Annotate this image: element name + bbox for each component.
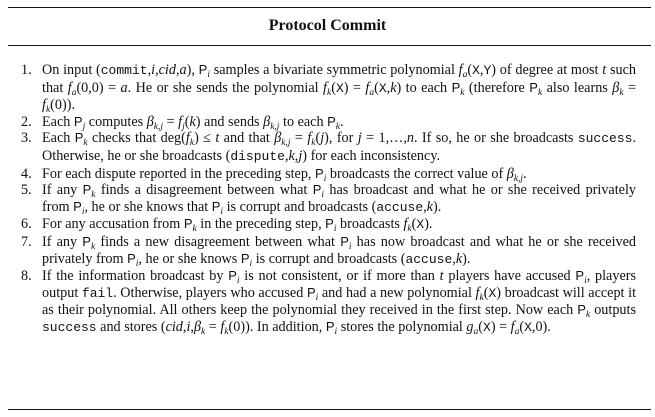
step-text: If any Pk finds a disagreement between w… <box>42 182 636 217</box>
step-number: 5. <box>21 182 32 199</box>
step-5: 5. If any Pk finds a disagreement betwee… <box>21 182 636 217</box>
step-1: 1. On input (commit,i,cid,a), Pi samples… <box>21 62 637 116</box>
protocol-title: Protocol Commit <box>268 17 387 34</box>
protocol-steps: 1. On input (commit,i,cid,a), Pi samples… <box>21 62 637 337</box>
step-7: 7. If any Pk finds a new disagreement be… <box>21 233 636 269</box>
step-number: 1. <box>21 62 32 78</box>
step-4: 4. For each dispute reported in the prec… <box>21 165 636 184</box>
step-number: 8. <box>21 268 32 285</box>
step-text: On input (commit,i,cid,a), Pi samples a … <box>42 62 637 116</box>
title-rule <box>8 45 651 46</box>
step-3: 3. Each Pk checks that deg(fk) ≤ t and t… <box>21 130 636 165</box>
step-6: 6. For any accusation from Pk in the pre… <box>21 216 636 235</box>
top-rule <box>8 7 651 8</box>
step-text: If the information broadcast by Pi is no… <box>42 268 637 337</box>
step-2: 2. Each Pj computes βk,j = fj(k) and sen… <box>21 113 636 132</box>
step-number: 6. <box>21 216 32 233</box>
step-text: Each Pk checks that deg(fk) ≤ t and that… <box>42 130 636 164</box>
step-8: 8. If the information broadcast by Pi is… <box>21 268 637 337</box>
step-text: If any Pk finds a new disagreement betwe… <box>42 233 636 269</box>
step-number: 3. <box>21 130 32 147</box>
step-text: For any accusation from Pk in the preced… <box>42 216 433 235</box>
step-number: 4. <box>21 165 32 182</box>
step-number: 7. <box>21 233 32 250</box>
step-text: For each dispute reported in the precedi… <box>42 165 527 184</box>
step-text: Each Pj computes βk,j = fj(k) and sends … <box>42 113 344 132</box>
bottom-rule <box>8 409 651 410</box>
step-number: 2. <box>21 113 32 130</box>
